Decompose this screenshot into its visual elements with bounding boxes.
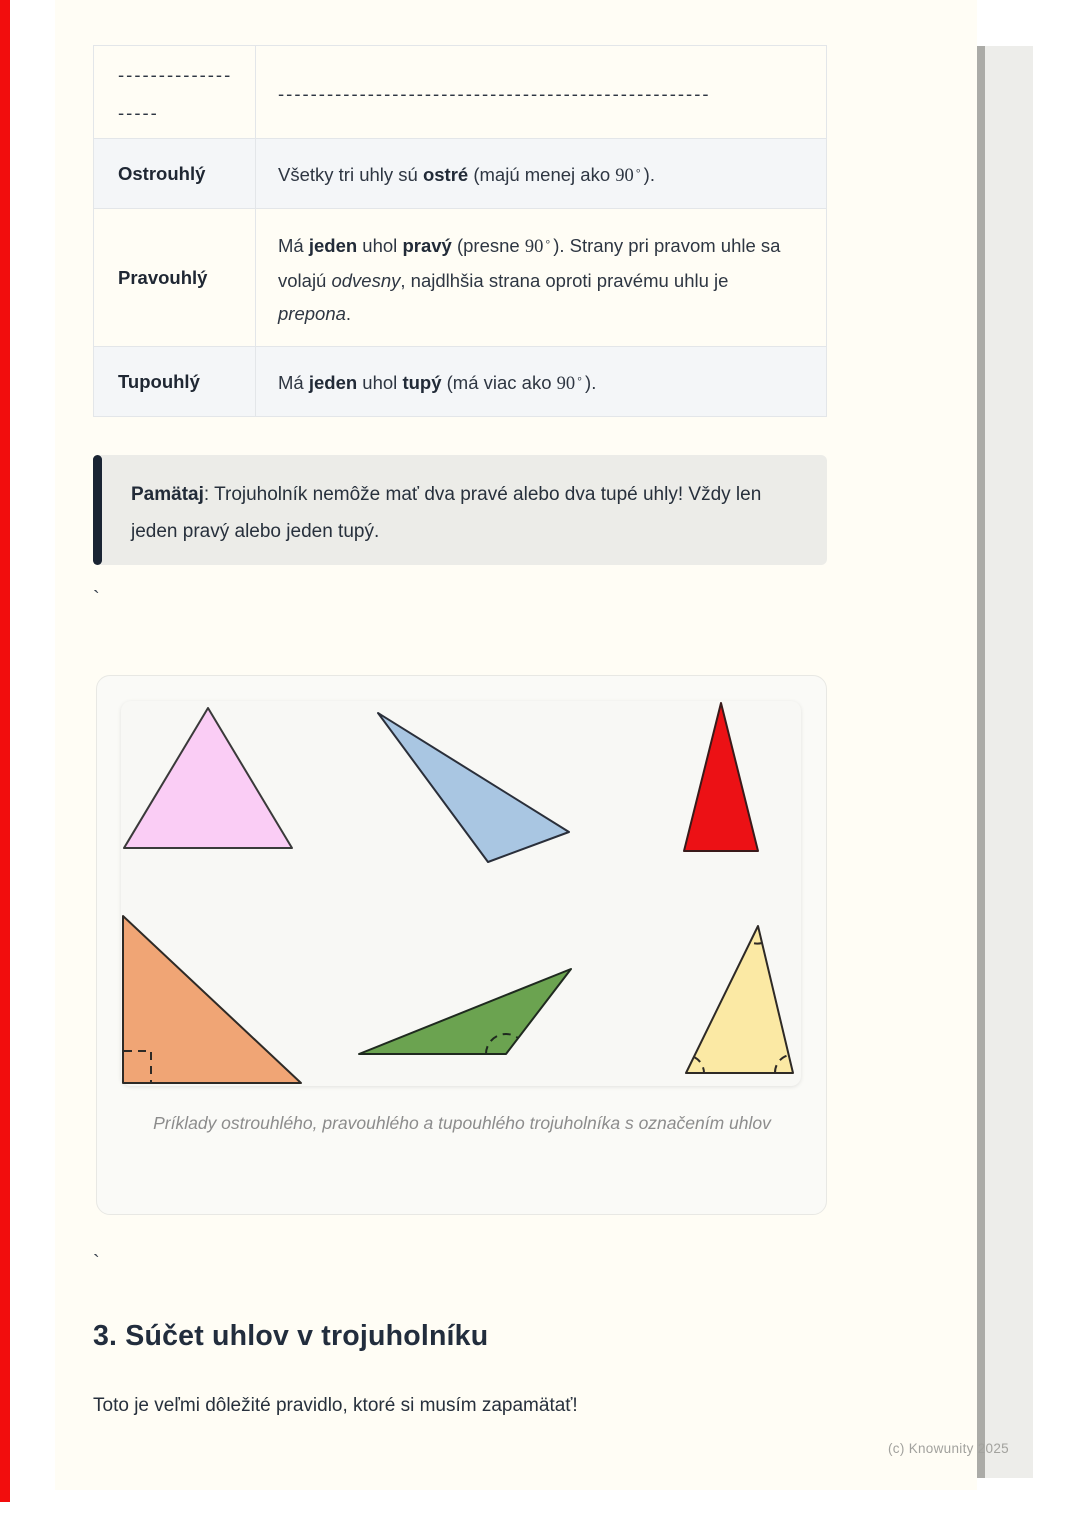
acute-triangle-red <box>683 702 759 852</box>
angle-marker <box>693 1056 705 1074</box>
text-segment: uhol <box>357 234 403 256</box>
type-label: Pravouhlý <box>118 267 208 288</box>
description-cell: ----------------------------------------… <box>256 46 826 142</box>
copyright-text: (c) Knowunity 2025 <box>888 1441 1009 1456</box>
description-cell: Všetky tri uhly sú ostré (majú menej ako… <box>256 139 826 208</box>
text-segment: jeden <box>308 234 358 256</box>
angle-marker <box>124 1050 152 1082</box>
text-segment: Má <box>278 371 309 393</box>
acute-triangle-yellow <box>685 925 794 1074</box>
obtuse-triangle-green <box>358 968 572 1055</box>
text-segment: ∘ <box>544 235 552 248</box>
table-row: Ostrouhlý Všetky tri uhly sú ostré (majú … <box>94 138 826 208</box>
angle-marker <box>773 1054 790 1074</box>
stray-backtick-1: ` <box>93 588 100 610</box>
figure-card: Príklady ostrouhlého, pravouhlého a tupo… <box>96 675 827 1215</box>
text-segment: (majú menej ako <box>468 163 616 185</box>
triangles-svg <box>122 702 794 1084</box>
text-segment: Má <box>278 234 309 256</box>
type-cell: -------------- ----- <box>94 46 256 142</box>
stray-backtick-2: ` <box>93 1252 100 1274</box>
callout-accent-bar <box>93 455 102 565</box>
text-segment: ). Strany pri pravom uhle sa volajú <box>278 234 781 291</box>
text-segment: 90 <box>615 165 634 186</box>
text-segment: ----------------------------------------… <box>278 83 711 104</box>
text-segment: 90 <box>556 373 576 394</box>
scrollbar-thumb[interactable] <box>977 46 985 1478</box>
text-segment: . <box>345 302 352 324</box>
section-heading: 3. Súčet uhlov v trojuholníku <box>93 1320 489 1352</box>
type-label: Tupouhlý <box>118 371 200 392</box>
type-label: -------------- <box>118 64 233 85</box>
type-label: ----- <box>118 102 159 123</box>
text-segment: : Trojuholník nemôže mať dva pravé alebo… <box>131 484 762 542</box>
triangle-types-table: -------------- ----- ---------------------… <box>93 45 827 417</box>
text-segment: , najdlhšia strana oproti pravému uhlu j… <box>400 269 729 291</box>
callout-text: Pamätaj: Trojuholník nemôže mať dva prav… <box>131 476 797 550</box>
type-cell: Pravouhlý <box>94 209 256 346</box>
text-segment: 90 <box>524 236 544 257</box>
description-cell: Má jeden uhol pravý (presne 90∘). Strany… <box>256 209 826 346</box>
text-segment: ostré <box>422 163 469 185</box>
text-segment: (má viac ako <box>441 371 557 393</box>
right-triangle-orange <box>122 915 302 1084</box>
text-segment: jeden <box>308 371 358 393</box>
type-cell: Tupouhlý <box>94 347 256 416</box>
text-segment: Pamätaj <box>131 484 204 505</box>
figure-caption: Príklady ostrouhlého, pravouhlého a tupo… <box>153 1113 771 1133</box>
side-panel <box>977 46 1033 1478</box>
text-segment: (presne <box>451 234 525 256</box>
text-segment: ). <box>585 371 597 393</box>
text-segment: odvesny <box>331 269 401 291</box>
text-segment: Všetky tri uhly sú <box>278 163 423 185</box>
type-cell: Ostrouhlý <box>94 139 256 208</box>
acute-triangle-pink <box>123 707 293 849</box>
acute-triangle-blue <box>377 712 570 863</box>
table-row: Pravouhlý Má jeden uhol pravý (presne 90∘… <box>94 208 826 346</box>
table-row: Tupouhlý Má jeden uhol tupý (má viac ako … <box>94 346 826 416</box>
section-paragraph: Toto je veľmi dôležité pravidlo, ktoré s… <box>93 1395 578 1416</box>
text-segment: pravý <box>402 234 452 256</box>
angle-marker <box>485 1033 519 1055</box>
text-segment: tupý <box>402 371 442 393</box>
text-segment: ∘ <box>576 372 584 385</box>
text-segment: ). <box>643 163 655 185</box>
text-segment: uhol <box>357 371 403 393</box>
angle-marker <box>749 941 763 945</box>
red-edge-bar <box>0 0 10 1502</box>
table-row: -------------- ----- ---------------------… <box>94 46 826 142</box>
text-segment: prepona <box>278 302 346 324</box>
text-segment: ∘ <box>634 164 642 177</box>
type-label: Ostrouhlý <box>118 163 206 184</box>
triangles-image <box>121 701 801 1086</box>
remember-callout: Pamätaj: Trojuholník nemôže mať dva prav… <box>93 455 827 565</box>
description-cell: Má jeden uhol tupý (má viac ako 90∘). <box>256 347 826 416</box>
